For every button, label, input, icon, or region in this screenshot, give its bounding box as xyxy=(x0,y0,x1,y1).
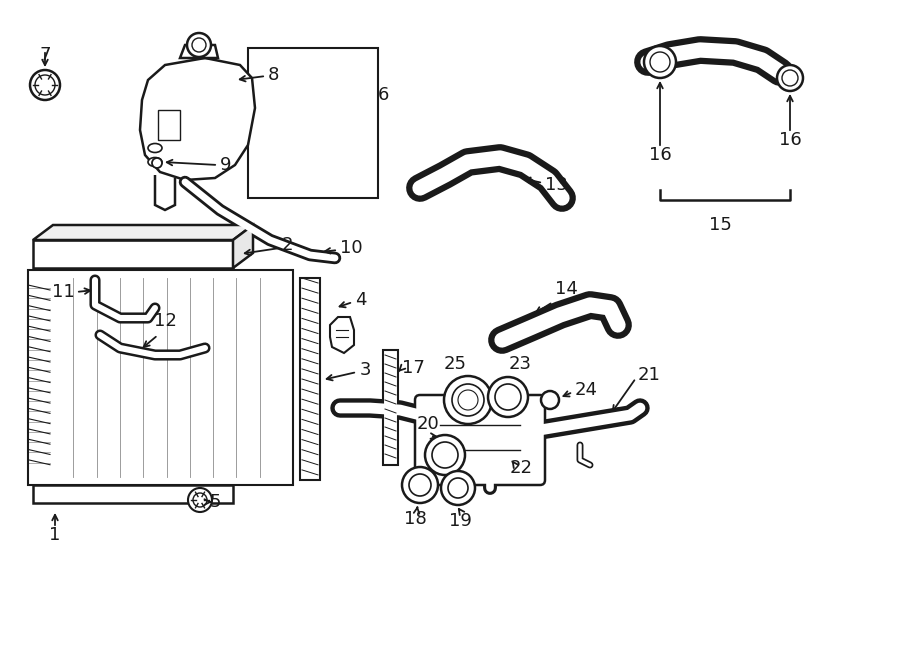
Text: 12: 12 xyxy=(154,312,176,330)
Bar xyxy=(33,485,233,503)
Text: 21: 21 xyxy=(638,366,661,384)
Polygon shape xyxy=(330,317,354,353)
Circle shape xyxy=(488,377,528,417)
Text: 9: 9 xyxy=(220,156,231,174)
Text: 11: 11 xyxy=(52,283,75,301)
Circle shape xyxy=(188,488,212,512)
Text: 19: 19 xyxy=(448,512,472,530)
Bar xyxy=(33,240,233,268)
FancyBboxPatch shape xyxy=(415,395,545,485)
Bar xyxy=(158,110,180,140)
Circle shape xyxy=(432,442,458,468)
Bar xyxy=(383,350,398,465)
Circle shape xyxy=(650,52,670,72)
Text: 7: 7 xyxy=(40,46,50,64)
Polygon shape xyxy=(180,45,218,58)
Text: 2: 2 xyxy=(282,236,293,254)
Circle shape xyxy=(644,46,676,78)
Circle shape xyxy=(452,384,484,416)
Circle shape xyxy=(458,390,478,410)
Text: 3: 3 xyxy=(360,361,372,379)
Text: 25: 25 xyxy=(444,355,466,373)
Circle shape xyxy=(35,75,55,95)
Text: 15: 15 xyxy=(708,216,732,234)
Circle shape xyxy=(777,65,803,91)
Text: 20: 20 xyxy=(417,415,439,433)
Polygon shape xyxy=(233,225,253,268)
Text: 10: 10 xyxy=(340,239,363,257)
Text: 6: 6 xyxy=(378,86,390,104)
Circle shape xyxy=(187,33,211,57)
Ellipse shape xyxy=(148,143,162,153)
Circle shape xyxy=(409,474,431,496)
Text: 14: 14 xyxy=(555,280,578,298)
Text: 17: 17 xyxy=(402,359,425,377)
Circle shape xyxy=(193,493,207,507)
Text: 16: 16 xyxy=(778,131,801,149)
Circle shape xyxy=(448,478,468,498)
Circle shape xyxy=(425,435,465,475)
Text: 22: 22 xyxy=(510,459,533,477)
Text: 1: 1 xyxy=(50,526,60,544)
Polygon shape xyxy=(33,225,253,240)
Circle shape xyxy=(495,384,521,410)
Circle shape xyxy=(402,467,438,503)
Circle shape xyxy=(444,376,492,424)
Circle shape xyxy=(152,158,162,168)
Text: 5: 5 xyxy=(210,493,221,511)
Bar xyxy=(28,270,293,485)
Circle shape xyxy=(782,70,798,86)
Text: 13: 13 xyxy=(545,176,568,194)
Ellipse shape xyxy=(148,157,162,167)
Polygon shape xyxy=(140,58,255,180)
Text: 4: 4 xyxy=(355,291,366,309)
Text: 8: 8 xyxy=(268,66,279,84)
Text: 16: 16 xyxy=(649,146,671,164)
Bar xyxy=(300,278,320,480)
Bar xyxy=(248,48,378,198)
Text: 24: 24 xyxy=(575,381,598,399)
Circle shape xyxy=(192,38,206,52)
Text: 23: 23 xyxy=(508,355,532,373)
Circle shape xyxy=(30,70,60,100)
Circle shape xyxy=(441,471,475,505)
Circle shape xyxy=(541,391,559,409)
Text: 18: 18 xyxy=(403,510,427,528)
